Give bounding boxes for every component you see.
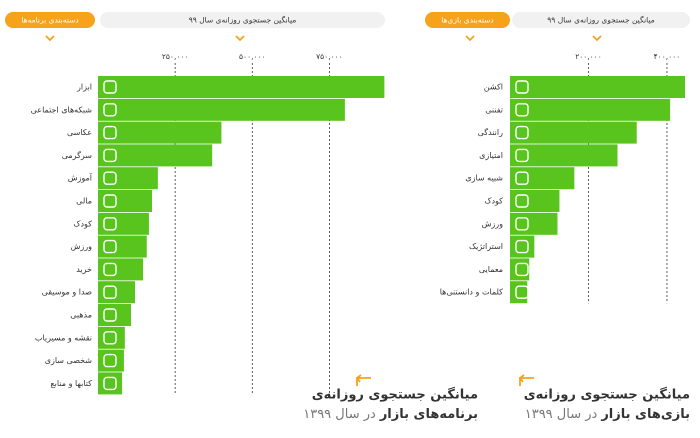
icon	[103, 171, 117, 185]
icon	[515, 148, 529, 163]
category-label: کلمات و دانستنی‌ها	[440, 288, 503, 297]
caption-light: در سال ۱۳۹۹	[525, 407, 598, 422]
caption-arrow	[518, 374, 534, 386]
category-label: شبیه سازی	[465, 174, 503, 183]
x-tick-label: ۲۰۰,۰۰۰	[575, 52, 602, 61]
category-label: کودک	[73, 219, 92, 228]
category-label: معمایی	[479, 265, 503, 274]
category-label: شبکه‌های اجتماعی	[31, 105, 93, 114]
value-header: میانگین جستجوی روزانه‌ی سال ۹۹	[547, 16, 655, 25]
category-label: کودک	[484, 197, 503, 206]
bar	[98, 76, 385, 98]
caption-title: میانگین جستجوی روزانه‌ی	[524, 387, 690, 403]
x-tick-label: ۷۵۰,۰۰۰	[316, 52, 343, 61]
category-header: دسته‌بندی بازی‌ها	[441, 16, 494, 25]
x-tick-label: ۵۰۰,۰۰۰	[239, 52, 266, 61]
bar	[510, 167, 575, 190]
icon	[103, 285, 117, 299]
bar	[98, 235, 147, 258]
icon	[103, 103, 117, 117]
caption-arrow	[355, 374, 371, 386]
icon	[515, 171, 529, 185]
category-label: آموزش	[68, 173, 93, 183]
bar	[510, 281, 528, 304]
icon	[515, 194, 529, 208]
bar	[510, 235, 535, 258]
category-label: خرید	[76, 265, 92, 274]
chevron	[45, 35, 55, 42]
category-pill	[5, 12, 95, 28]
icon	[515, 239, 529, 254]
icon	[515, 262, 529, 277]
bar	[510, 98, 671, 121]
category-label: مذهبی	[70, 311, 92, 320]
value-pill	[512, 12, 690, 28]
category-label: نقشه و مسیریاب	[35, 333, 92, 342]
caption-bold: برنامه‌های بازار	[379, 407, 478, 422]
caption-line: برنامه‌های بازاردر سال ۱۳۹۹	[303, 407, 478, 422]
x-tick-label: ۲۵۰,۰۰۰	[162, 52, 189, 61]
category-label: ورزش	[482, 219, 503, 228]
chevron	[592, 35, 602, 42]
icon	[103, 217, 117, 231]
icon	[103, 125, 117, 140]
icon	[515, 80, 529, 94]
bar	[510, 76, 685, 98]
category-label: اکشن	[484, 83, 503, 92]
caption-line: بازی‌های بازاردر سال ۱۳۹۹	[525, 407, 690, 422]
category-label: امتیازی	[479, 151, 503, 160]
bar	[98, 372, 123, 395]
icon	[515, 103, 529, 117]
bar	[98, 258, 144, 281]
bar	[98, 326, 125, 349]
icon	[103, 239, 117, 254]
bar	[98, 167, 158, 190]
icon	[515, 125, 529, 140]
category-label: کتابها و منابع	[50, 379, 92, 388]
bar	[510, 144, 618, 167]
icon	[515, 285, 529, 299]
icon	[103, 376, 117, 391]
value-pill	[100, 12, 385, 28]
icon	[103, 331, 117, 345]
bar	[98, 98, 345, 121]
icon	[103, 148, 117, 163]
bar	[98, 212, 149, 235]
category-label: عکاسی	[67, 128, 92, 137]
bar	[510, 258, 530, 281]
bar	[98, 349, 124, 372]
category-label: رانندگی	[478, 127, 504, 137]
bar	[98, 304, 132, 326]
value-header: میانگین جستجوی روزانه‌ی سال ۹۹	[189, 16, 297, 25]
category-header: دسته‌بندی برنامه‌ها	[21, 16, 78, 25]
icon	[103, 353, 117, 368]
category-label: شخصی سازی	[45, 356, 93, 365]
bar	[510, 212, 558, 235]
bar	[510, 190, 560, 212]
caption-bold: بازی‌های بازار	[600, 407, 690, 422]
category-label: ورزش	[71, 242, 92, 251]
icon	[103, 262, 117, 277]
category-label: سرگرمی	[62, 150, 93, 160]
category-label: استراتژیک	[469, 242, 503, 251]
caption-title: میانگین جستجوی روزانه‌ی	[312, 387, 478, 403]
category-label: تفننی	[485, 105, 503, 114]
icon	[103, 194, 117, 208]
bar	[98, 144, 213, 167]
icon	[103, 80, 117, 94]
category-label: ابزار	[76, 83, 92, 92]
caption-light: در سال ۱۳۹۹	[303, 407, 376, 422]
chevron	[235, 35, 245, 42]
bar	[98, 121, 222, 144]
category-label: مالی	[76, 197, 92, 206]
category-pill	[425, 12, 510, 28]
chevron	[465, 35, 475, 42]
icon	[515, 217, 529, 231]
icon	[103, 308, 117, 322]
bar	[98, 190, 153, 212]
category-label: صدا و موسیقی	[42, 288, 93, 297]
bar	[510, 121, 637, 144]
x-tick-label: ۴۰۰,۰۰۰	[654, 52, 681, 61]
